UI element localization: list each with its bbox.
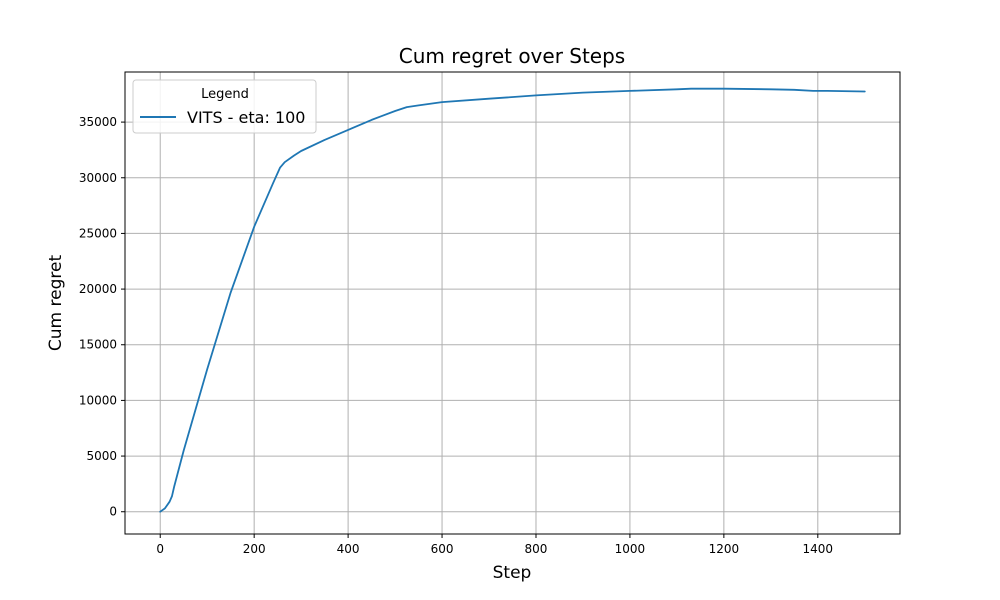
axis-ticks: 0 200 400 600 800 1000 1200 1400 0 5000 10000 15000… [79, 115, 833, 556]
chart-title: Cum regret over Steps [399, 44, 625, 68]
y-tick-label: 30000 [79, 171, 117, 185]
legend: Legend VITS - eta: 100 [132, 79, 317, 134]
x-tick-label: 600 [431, 542, 454, 556]
y-tick-label: 5000 [86, 449, 117, 463]
y-tick-label: 0 [109, 505, 117, 519]
y-tick-label: 10000 [79, 393, 117, 407]
x-tick-label: 1200 [709, 542, 740, 556]
x-tick-label: 0 [156, 542, 164, 556]
plot-frame [124, 71, 901, 535]
x-tick-label: 1000 [615, 542, 646, 556]
x-tick-label: 400 [337, 542, 360, 556]
legend-title: Legend [201, 87, 249, 102]
series-line-0 [159, 87, 866, 513]
series-layer [159, 87, 866, 513]
y-axis-label: Cum regret [46, 255, 66, 352]
y-tick-label: 25000 [79, 226, 117, 240]
y-tick-label: 35000 [79, 115, 117, 129]
legend-box [132, 79, 317, 134]
x-tick-label: 200 [243, 542, 266, 556]
y-tick-label: 20000 [79, 282, 117, 296]
x-axis-label: Step [493, 563, 532, 583]
x-tick-label: 1400 [803, 542, 834, 556]
y-tick-label: 15000 [79, 338, 117, 352]
x-tick-label: 800 [525, 542, 548, 556]
legend-entry-label: VITS - eta: 100 [187, 108, 305, 127]
grid-lines [125, 72, 900, 534]
